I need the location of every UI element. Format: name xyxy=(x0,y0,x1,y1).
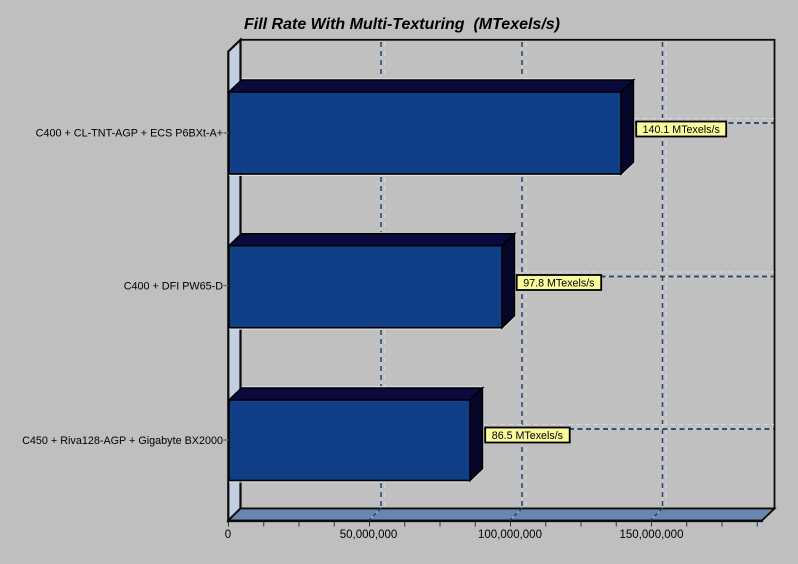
svg-text:150,000,000: 150,000,000 xyxy=(620,529,684,541)
svg-text:86.5 MTexels/s: 86.5 MTexels/s xyxy=(492,430,563,442)
svg-text:C450 + Riva128-AGP + Gigabyte: C450 + Riva128-AGP + Gigabyte BX2000 xyxy=(22,435,223,447)
svg-text:C400 + CL-TNT-AGP + ECS P6BXt-: C400 + CL-TNT-AGP + ECS P6BXt-A+ xyxy=(36,128,223,140)
svg-text:97.8 MTexels/s: 97.8 MTexels/s xyxy=(523,278,594,290)
svg-text:100,000,000: 100,000,000 xyxy=(478,529,542,541)
svg-text:140.1 MTexels/s: 140.1 MTexels/s xyxy=(643,124,720,136)
svg-text:Fill Rate With Multi-Texturing: Fill Rate With Multi-Texturing (MTexels/… xyxy=(244,16,560,33)
svg-text:0: 0 xyxy=(225,529,231,541)
svg-text:50,000,000: 50,000,000 xyxy=(340,529,398,541)
svg-text:C400 + DFI PW65-D: C400 + DFI PW65-D xyxy=(124,281,224,293)
